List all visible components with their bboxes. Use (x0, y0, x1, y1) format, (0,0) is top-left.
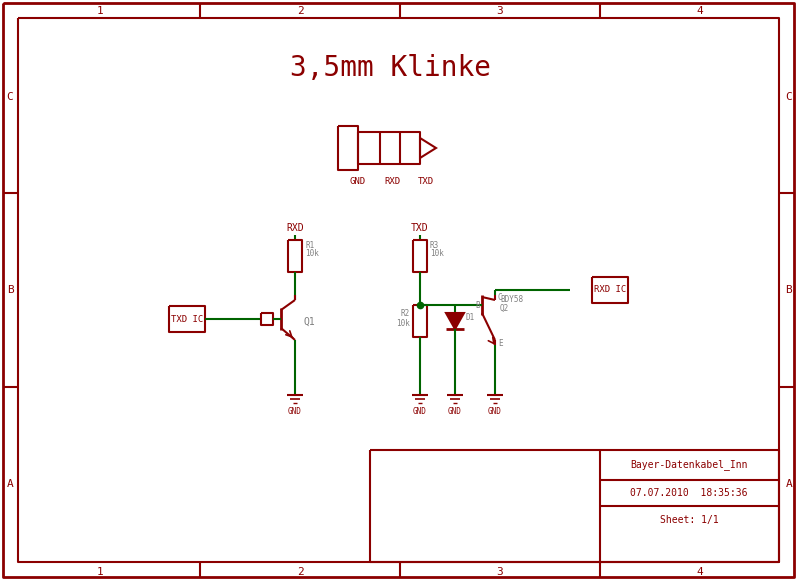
Text: TXD IC: TXD IC (171, 314, 203, 324)
Text: 3: 3 (497, 6, 503, 16)
Text: B: B (786, 285, 792, 295)
Text: E: E (498, 339, 502, 347)
Text: TXD: TXD (418, 177, 434, 187)
Text: Sheet: 1/1: Sheet: 1/1 (660, 515, 718, 525)
Text: 4: 4 (697, 567, 703, 577)
Text: C: C (498, 293, 502, 301)
Text: A: A (786, 479, 792, 489)
Text: Q1: Q1 (303, 317, 314, 327)
Text: C: C (6, 92, 14, 102)
Text: R2: R2 (401, 308, 410, 318)
Polygon shape (446, 313, 464, 329)
Text: 10k: 10k (305, 250, 319, 258)
Text: C: C (786, 92, 792, 102)
Text: GND: GND (350, 177, 366, 187)
Text: 2: 2 (297, 6, 303, 16)
Text: RXD IC: RXD IC (594, 286, 626, 294)
Text: 10k: 10k (430, 250, 444, 258)
Text: Bayer-Datenkabel_Inn: Bayer-Datenkabel_Inn (630, 459, 748, 470)
Text: 3: 3 (497, 567, 503, 577)
Text: GND: GND (448, 408, 462, 416)
Text: A: A (6, 479, 14, 489)
Text: 4: 4 (697, 6, 703, 16)
Text: RXD: RXD (384, 177, 400, 187)
Text: 10k: 10k (396, 318, 410, 328)
Text: B: B (6, 285, 14, 295)
Text: 07.07.2010  18:35:36: 07.07.2010 18:35:36 (630, 488, 748, 498)
Text: 3,5mm Klinke: 3,5mm Klinke (290, 54, 490, 82)
Text: 2: 2 (297, 567, 303, 577)
Text: BDY58: BDY58 (500, 296, 523, 304)
Text: 1: 1 (97, 567, 103, 577)
Text: R3: R3 (430, 241, 439, 251)
Text: R1: R1 (305, 241, 314, 251)
Text: B: B (475, 300, 480, 310)
Text: GND: GND (288, 408, 302, 416)
Text: GND: GND (413, 408, 427, 416)
Text: D1: D1 (466, 312, 475, 321)
Text: RXD: RXD (286, 223, 304, 233)
Text: Q2: Q2 (500, 304, 510, 312)
Text: GND: GND (488, 408, 502, 416)
Text: 1: 1 (97, 6, 103, 16)
Text: TXD: TXD (411, 223, 429, 233)
